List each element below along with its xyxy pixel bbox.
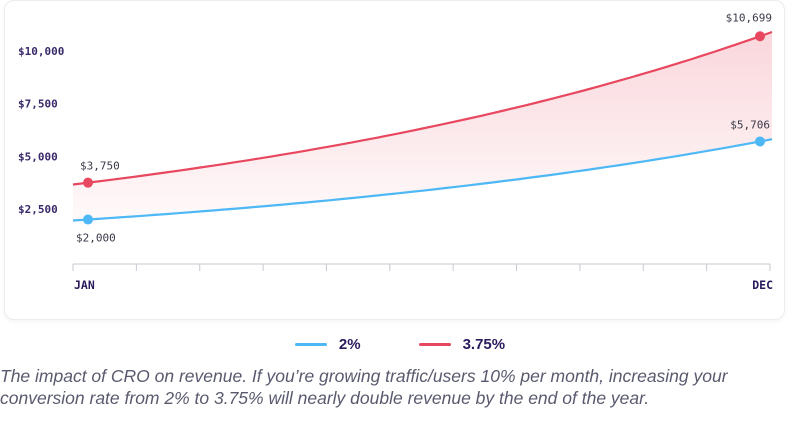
y-tick-label: $2,500 — [18, 203, 58, 216]
data-label: $10,699 — [726, 11, 772, 24]
legend-swatch-red — [418, 343, 451, 346]
revenue-chart: $10,000 $7,500 $5,000 $2,500 JAN DEC $2,000 $… — [18, 11, 773, 292]
y-tick-label: $7,500 — [18, 98, 58, 111]
data-label: $3,750 — [80, 160, 120, 173]
series-line-2pct — [72, 138, 773, 222]
legend-item-375pct: 3.75% — [418, 336, 506, 353]
legend-swatch-blue — [294, 343, 327, 346]
start-point-marker — [83, 214, 93, 225]
legend-label: 2% — [338, 336, 361, 353]
y-tick-label: $5,000 — [18, 150, 58, 163]
area-between-series — [73, 32, 772, 221]
start-point-marker — [83, 177, 93, 188]
data-label: $2,000 — [76, 232, 116, 245]
series-line-375pct — [72, 30, 773, 186]
chart-caption: The impact of CRO on revenue. If you’re … — [0, 366, 728, 408]
data-label: $5,706 — [730, 118, 770, 131]
x-tick-label-jan: JAN — [74, 278, 95, 292]
x-tick-label-dec: DEC — [752, 278, 773, 292]
legend-label: 3.75% — [462, 336, 506, 353]
end-point-marker — [755, 136, 765, 147]
end-point-marker — [755, 31, 765, 42]
legend-item-2pct: 2% — [294, 336, 361, 353]
y-tick-label: $10,000 — [18, 45, 64, 58]
legend: 2% 3.75% — [0, 336, 800, 353]
